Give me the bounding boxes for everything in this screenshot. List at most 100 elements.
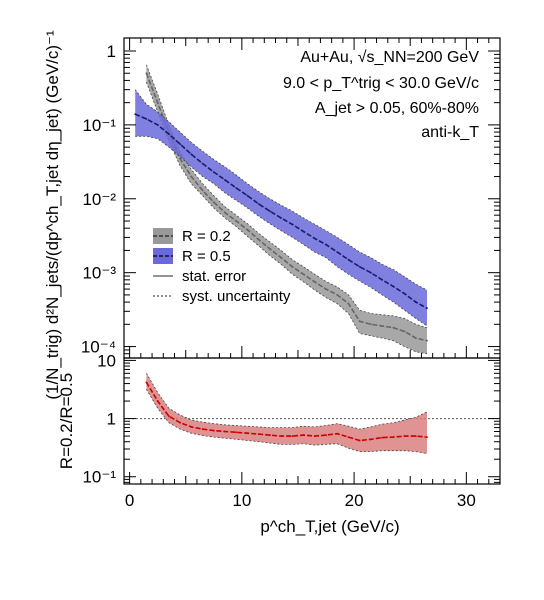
- series-ratio-point: [224, 430, 226, 433]
- series-ratio-point: [347, 436, 350, 438]
- x-ticks: 0 10 20 30: [125, 38, 490, 510]
- series-r02-central-line: [145, 73, 428, 342]
- legend-label-r05: R = 0.5: [182, 248, 231, 265]
- series-r02-point: [381, 325, 383, 327]
- series-r02-point: [257, 238, 260, 241]
- series-ratio-point: [302, 434, 305, 436]
- legend-label-syst: syst. uncertainty: [182, 288, 291, 305]
- ratio-y-ticks: 10 1 10⁻¹: [82, 351, 500, 487]
- series-ratio-point: [179, 421, 182, 424]
- ratio-plot-area: [124, 373, 500, 454]
- series-ratio-point: [392, 436, 395, 438]
- series-ratio-point: [403, 435, 406, 437]
- annotation-trigger: 9.0 < p_T^trig < 30.0 GeV/c: [283, 75, 479, 92]
- series-ratio-point: [156, 400, 159, 402]
- ratio-y-tick-label: 10: [97, 351, 116, 370]
- series-r02-point: [291, 265, 294, 268]
- series-ratio-point: [246, 432, 249, 435]
- x-tick-label: 0: [125, 491, 134, 510]
- series-r02-syst-band: [146, 64, 427, 354]
- series-r02-point: [201, 189, 204, 192]
- spectra-y-tick-label: 10⁻³: [82, 264, 116, 283]
- series-r05-point: [212, 171, 215, 174]
- spectra-y-tick-label: 10⁻²: [82, 190, 116, 209]
- series-r02-point: [156, 101, 159, 104]
- legend-label-r02: R = 0.2: [182, 228, 231, 245]
- series-r05-syst-lower: [135, 135, 428, 327]
- ratio-panel: 10 1 10⁻¹ 0 10 20 30 R=0.2/R=0.5 p^ch_T,jet (…: [57, 38, 501, 536]
- series-r05-point: [392, 285, 395, 288]
- series-r02-point: [235, 220, 238, 222]
- series-ratio-point: [370, 438, 372, 441]
- series-ratio-point: [235, 431, 238, 434]
- ratio-y-tick-label: 1: [107, 410, 116, 429]
- series-ratio-point: [358, 439, 361, 442]
- series-ratio-point: [313, 435, 316, 437]
- spectra-y-ticks: 1 10⁻¹ 10⁻² 10⁻³ 10⁻⁴: [81, 42, 500, 359]
- series-r05-point: [201, 162, 204, 165]
- series-r02-point: [224, 211, 226, 214]
- spectra-y-tick-label: 1: [107, 42, 116, 61]
- series-r02-point: [145, 72, 148, 75]
- series-r05-point: [302, 230, 305, 233]
- series-r02-point: [414, 337, 417, 339]
- series-r02-point: [313, 281, 316, 283]
- series-ratio-point: [269, 434, 271, 436]
- series-r05-point: [426, 307, 428, 310]
- series-r02-point: [358, 320, 361, 323]
- legend: R = 0.2 R = 0.5 stat. error syst. uncert…: [153, 228, 291, 305]
- series-r05-point: [358, 265, 361, 268]
- series-r02-syst-upper: [146, 64, 428, 329]
- spectra-y-axis-label: (1/N_trig) d²N_jets/(dp^ch_T,jet dη_jet)…: [43, 30, 62, 400]
- series-r05-point: [381, 278, 383, 281]
- annotation-algorithm: anti-k_T: [421, 124, 479, 141]
- series-r05-point: [291, 223, 294, 226]
- series-r02-point: [392, 326, 395, 329]
- annotation-selection: A_jet > 0.05, 60%-80%: [315, 100, 479, 117]
- series-ratio-syst-upper: [146, 373, 428, 430]
- x-tick-label: 20: [345, 491, 364, 510]
- series-r05-point: [336, 251, 339, 254]
- series-ratio-point: [212, 429, 215, 432]
- series-ratio-syst-band: [146, 373, 427, 454]
- series-r02-point: [280, 256, 282, 259]
- series-r05-point: [370, 271, 372, 274]
- annotation-collision: Au+Au, √s_NN=200 GeV: [300, 49, 479, 66]
- series-r05-point: [190, 153, 193, 156]
- series-r02-point: [347, 302, 350, 305]
- series-r05-syst-band: [135, 89, 427, 326]
- series-r05-point: [325, 243, 327, 246]
- spectra-panel: 1 10⁻¹ 10⁻² 10⁻³ 10⁻⁴ (1/N_trig) d²N_jets/(d…: [43, 30, 501, 400]
- series-ratio-point: [336, 432, 339, 435]
- series-r05-point: [145, 118, 148, 120]
- series-r02-point: [179, 157, 182, 160]
- series-ratio-syst-lower: [146, 388, 428, 454]
- series-r02-point: [190, 175, 193, 178]
- series-r02-point: [269, 248, 271, 250]
- series-ratio-point: [291, 435, 294, 437]
- series-r02-point: [302, 273, 305, 276]
- series-ratio-point: [190, 426, 193, 428]
- series-ratio-point: [426, 436, 428, 438]
- series-ratio-point: [168, 415, 170, 418]
- series-r02-point: [246, 228, 249, 231]
- legend-label-stat: stat. error: [182, 268, 246, 285]
- x-tick-label: 10: [232, 491, 251, 510]
- series-r05-point: [224, 179, 226, 181]
- x-axis-label: p^ch_T,jet (GeV/c): [260, 517, 399, 536]
- spectra-plot-area: [134, 64, 428, 355]
- series-r02-point: [370, 323, 372, 326]
- series-r02-point: [325, 288, 327, 290]
- series-r05-point: [246, 194, 249, 197]
- spectra-y-tick-label: 10⁻⁴: [81, 338, 116, 357]
- series-r05-point: [414, 301, 417, 303]
- series-r05-point: [347, 258, 350, 261]
- series-ratio-point: [257, 433, 260, 435]
- series-r05-point: [235, 187, 238, 189]
- series-ratio-point: [414, 435, 417, 437]
- spectra-y-tick-label: 10⁻¹: [82, 116, 116, 135]
- series-r05-point: [257, 203, 260, 205]
- series-ratio-point: [145, 381, 148, 384]
- series-ratio-point: [381, 436, 383, 439]
